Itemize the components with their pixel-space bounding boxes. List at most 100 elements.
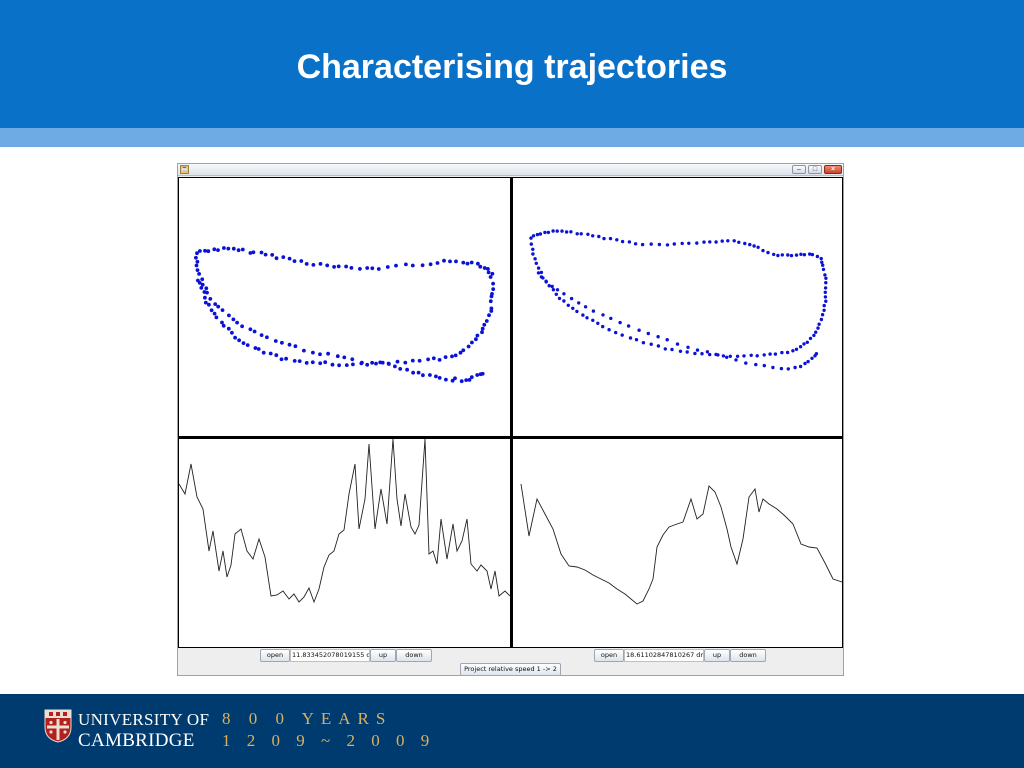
- traj2-point-94: [685, 350, 689, 354]
- trajectory-plot-2-canvas: [529, 229, 828, 371]
- up-button-2[interactable]: up: [704, 649, 730, 662]
- traj2-point-13: [586, 232, 590, 236]
- traj1-point-52: [488, 275, 493, 279]
- traj1-point-17: [281, 255, 286, 259]
- traj2-point-58: [823, 273, 827, 277]
- traj2-point-53: [815, 254, 820, 259]
- traj2-point-160: [798, 364, 803, 369]
- down-button-2[interactable]: down: [730, 649, 766, 662]
- traj1-point-75: [431, 356, 436, 361]
- traj1-point-150: [335, 354, 340, 359]
- traj2-point-126: [531, 247, 535, 251]
- traj1-point-53: [491, 281, 495, 286]
- traj2-point-32: [714, 240, 718, 244]
- traj1-point-26: [336, 264, 341, 269]
- traj1-point-66: [474, 337, 478, 342]
- traj2-point-64: [824, 299, 828, 303]
- traj1-point-89: [330, 362, 335, 367]
- anniversary-line1: 8 0 0 YEARS: [222, 709, 393, 728]
- traj1-point-147: [311, 350, 315, 355]
- traj1-point-131: [213, 302, 218, 306]
- traj2-point-3: [538, 232, 543, 236]
- speed-field-1[interactable]: 11.833452078019155 dm/s: [290, 649, 370, 662]
- traj1-point-46: [476, 261, 480, 266]
- traj2-point-31: [708, 240, 712, 244]
- traj2-point-47: [789, 253, 794, 258]
- traj1-point-113: [209, 308, 214, 313]
- traj1-point-43: [461, 260, 466, 265]
- traj1-point-135: [231, 317, 236, 322]
- traj2-point-159: [793, 365, 797, 370]
- minimize-icon[interactable]: –: [792, 165, 806, 174]
- traj2-point-40: [756, 245, 760, 249]
- up-button-1[interactable]: up: [370, 649, 396, 662]
- plot-grid: [178, 177, 843, 648]
- close-icon[interactable]: ×: [824, 165, 842, 174]
- traj1-point-23: [318, 262, 323, 266]
- traj1-point-71: [453, 353, 458, 358]
- traj2-point-128: [536, 271, 541, 275]
- traj2-point-89: [721, 354, 726, 358]
- traj1-point-154: [370, 360, 374, 365]
- trajectory-plot-1-canvas: [194, 246, 496, 384]
- traj2-point-15: [597, 234, 601, 239]
- traj2-point-115: [557, 296, 562, 301]
- traj2-point-8: [560, 229, 564, 233]
- speed-field-2[interactable]: 18.61102847810267 dm/s: [624, 649, 704, 662]
- window-titlebar[interactable]: ☕ – □ ×: [178, 164, 843, 176]
- traj1-point-44: [465, 261, 470, 266]
- traj2-point-114: [562, 299, 566, 303]
- traj1-point-130: [208, 297, 213, 301]
- traj2-point-139: [609, 316, 613, 321]
- traj1-point-34: [394, 263, 398, 268]
- traj1-point-97: [279, 357, 284, 362]
- traj1-point-28: [349, 266, 354, 270]
- traj2-point-1: [531, 234, 536, 238]
- traj1-point-160: [411, 370, 415, 375]
- traj1-point-1: [198, 249, 202, 253]
- project-relative-speed-button[interactable]: Project relative speed 1 -> 2: [460, 663, 561, 676]
- maximize-icon[interactable]: □: [808, 165, 822, 174]
- traj2-point-165: [814, 352, 819, 356]
- traj2-point-10: [569, 230, 573, 234]
- traj1-point-72: [450, 354, 454, 359]
- traj1-point-21: [304, 262, 309, 266]
- traj1-point-45: [469, 260, 474, 265]
- traj2-point-137: [591, 309, 596, 313]
- traj1-point-60: [487, 313, 491, 318]
- traj2-point-78: [791, 349, 795, 353]
- open-button-2[interactable]: open: [594, 649, 624, 662]
- traj2-point-97: [663, 347, 667, 351]
- traj1-point-47: [478, 264, 483, 269]
- traj2-point-34: [726, 239, 730, 243]
- down-button-1[interactable]: down: [396, 649, 432, 662]
- traj2-point-62: [823, 290, 827, 294]
- traj2-point-109: [585, 316, 589, 320]
- traj1-point-25: [332, 265, 336, 269]
- trajectory-plot-2: [513, 178, 842, 436]
- traj2-point-83: [762, 353, 766, 357]
- open-button-1[interactable]: open: [260, 649, 290, 662]
- traj2-point-65: [822, 303, 826, 308]
- traj1-point-112: [212, 311, 217, 316]
- traj1-point-136: [235, 320, 239, 325]
- traj2-point-140: [618, 320, 622, 325]
- traj2-point-35: [732, 239, 736, 243]
- traj2-point-72: [812, 333, 816, 338]
- traj1-point-129: [205, 290, 209, 295]
- traj2-point-12: [579, 232, 583, 236]
- traj1-point-6: [222, 246, 226, 250]
- traj2-point-73: [808, 336, 813, 341]
- slide-title: Characterising trajectories: [296, 48, 728, 86]
- traj2-point-134: [569, 296, 574, 301]
- traj2-point-112: [571, 306, 575, 310]
- traj2-point-75: [802, 342, 806, 346]
- traj1-point-38: [428, 262, 433, 267]
- traj1-point-141: [265, 335, 269, 340]
- traj2-point-24: [657, 242, 662, 247]
- traj1-point-171: [467, 378, 472, 382]
- traj1-point-59: [489, 309, 494, 313]
- traj1-point-12: [251, 250, 256, 255]
- traj1-point-114: [207, 302, 211, 307]
- traj2-point-39: [752, 244, 756, 248]
